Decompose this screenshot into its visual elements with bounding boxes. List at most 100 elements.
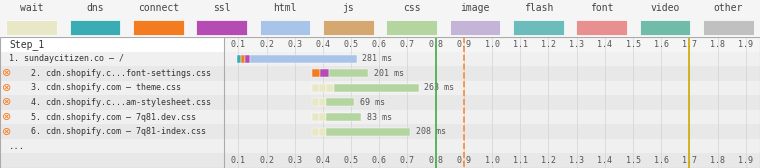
Text: 201 ms: 201 ms: [374, 69, 404, 78]
Bar: [6, 20, 57, 35]
Text: font: font: [590, 3, 613, 13]
Text: 0.4: 0.4: [315, 40, 331, 49]
Bar: [245, 55, 249, 63]
Text: 2. cdn.shopify.c...font-settings.css: 2. cdn.shopify.c...font-settings.css: [31, 69, 211, 78]
Text: flash: flash: [524, 3, 553, 13]
Bar: [224, 66, 760, 81]
Text: 1.2: 1.2: [541, 40, 556, 49]
Text: 1.0: 1.0: [485, 40, 499, 49]
Text: 1.3: 1.3: [569, 40, 584, 49]
Bar: [224, 139, 760, 153]
Text: 0.2: 0.2: [259, 40, 274, 49]
Text: 0.5: 0.5: [344, 156, 359, 165]
Bar: [576, 20, 627, 35]
Bar: [237, 55, 241, 63]
Text: css: css: [403, 3, 420, 13]
Bar: [326, 84, 334, 92]
Text: 0.2: 0.2: [259, 156, 274, 165]
Text: ssl: ssl: [213, 3, 230, 13]
Bar: [323, 20, 374, 35]
Text: 1.7: 1.7: [682, 40, 697, 49]
Text: 69 ms: 69 ms: [359, 98, 385, 107]
Text: 6. cdn.shopify.com – 7q81-index.css: 6. cdn.shopify.com – 7q81-index.css: [31, 127, 207, 136]
Text: ⊗: ⊗: [2, 112, 11, 122]
Bar: [320, 69, 328, 77]
Bar: [0, 37, 224, 52]
Text: 0.8: 0.8: [428, 40, 443, 49]
Text: 0.1: 0.1: [231, 40, 245, 49]
Text: 1.4: 1.4: [597, 156, 613, 165]
Text: 1.0: 1.0: [485, 156, 499, 165]
Text: 1.8: 1.8: [710, 156, 725, 165]
Bar: [312, 69, 320, 77]
Text: image: image: [461, 3, 489, 13]
Bar: [326, 113, 361, 121]
Bar: [312, 98, 318, 107]
Text: connect: connect: [138, 3, 179, 13]
Text: other: other: [714, 3, 743, 13]
Text: dns: dns: [86, 3, 104, 13]
Bar: [241, 55, 245, 63]
Bar: [224, 110, 760, 124]
Bar: [0, 153, 224, 168]
Text: wait: wait: [20, 3, 43, 13]
Text: ⊗: ⊗: [2, 83, 11, 93]
Text: 5. cdn.shopify.com – 7q81.dev.css: 5. cdn.shopify.com – 7q81.dev.css: [31, 113, 196, 121]
Text: 1.8: 1.8: [710, 40, 725, 49]
Text: 1.4: 1.4: [597, 40, 613, 49]
Bar: [0, 66, 224, 81]
Text: js: js: [343, 3, 354, 13]
Bar: [0, 95, 224, 110]
Bar: [326, 128, 410, 136]
Text: 4. cdn.shopify.c...am-stylesheet.css: 4. cdn.shopify.c...am-stylesheet.css: [31, 98, 211, 107]
Text: 0.5: 0.5: [344, 40, 359, 49]
Bar: [224, 153, 760, 168]
Text: 0.6: 0.6: [372, 156, 387, 165]
Text: 1.6: 1.6: [654, 40, 669, 49]
Bar: [318, 128, 326, 136]
Text: ⊗: ⊗: [2, 97, 11, 108]
Bar: [513, 20, 564, 35]
Text: 1.7: 1.7: [682, 156, 697, 165]
Text: 0.9: 0.9: [457, 156, 471, 165]
Text: 1.1: 1.1: [513, 40, 527, 49]
Bar: [450, 20, 500, 35]
Text: 83 ms: 83 ms: [366, 113, 391, 121]
Bar: [0, 124, 224, 139]
Bar: [0, 81, 224, 95]
Bar: [224, 81, 760, 95]
Bar: [0, 110, 224, 124]
Text: 1.9: 1.9: [739, 40, 753, 49]
Text: 1.1: 1.1: [513, 156, 527, 165]
Bar: [312, 84, 318, 92]
Text: 0.3: 0.3: [287, 40, 302, 49]
Text: html: html: [274, 3, 296, 13]
Bar: [703, 20, 754, 35]
Text: 3. cdn.shopify.com – theme.css: 3. cdn.shopify.com – theme.css: [31, 83, 182, 92]
Bar: [224, 95, 760, 110]
Text: 0.7: 0.7: [400, 156, 415, 165]
Bar: [312, 113, 318, 121]
Text: 1.3: 1.3: [569, 156, 584, 165]
Text: video: video: [651, 3, 679, 13]
Bar: [386, 20, 437, 35]
Bar: [318, 98, 326, 107]
Bar: [224, 52, 760, 66]
Bar: [318, 84, 326, 92]
Text: 0.4: 0.4: [315, 156, 331, 165]
Text: 1.5: 1.5: [625, 156, 641, 165]
Bar: [224, 124, 760, 139]
Text: 0.7: 0.7: [400, 40, 415, 49]
Bar: [260, 20, 310, 35]
Text: 1. sundaycitizen.co – /: 1. sundaycitizen.co – /: [9, 54, 124, 63]
Bar: [318, 113, 326, 121]
Bar: [70, 20, 120, 35]
Bar: [0, 139, 224, 153]
Text: 263 ms: 263 ms: [424, 83, 454, 92]
Bar: [249, 55, 356, 63]
Bar: [334, 84, 419, 92]
Text: 0.6: 0.6: [372, 40, 387, 49]
Text: 0.1: 0.1: [231, 156, 245, 165]
Bar: [328, 69, 368, 77]
Bar: [640, 20, 690, 35]
